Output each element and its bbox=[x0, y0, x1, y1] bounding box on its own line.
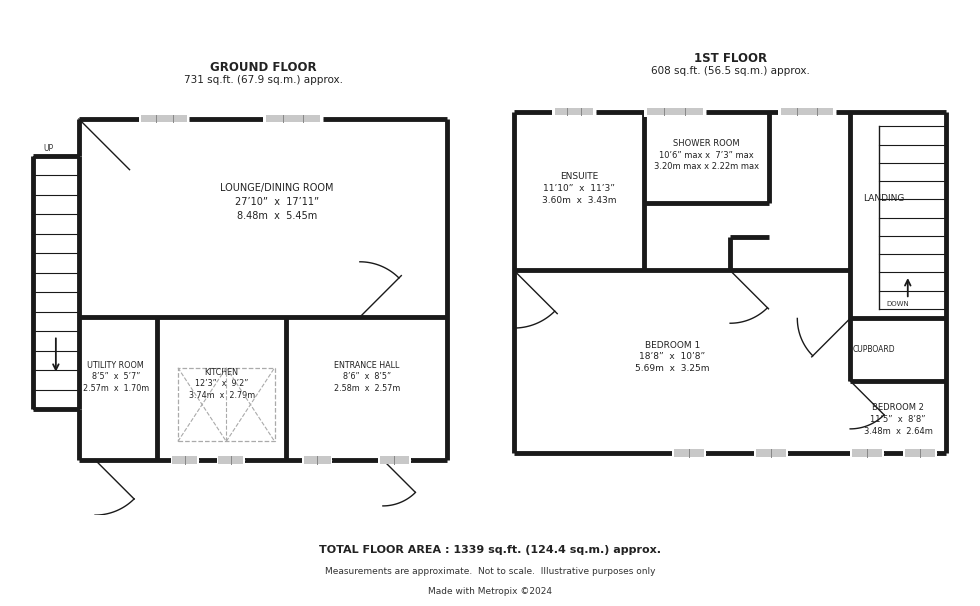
Bar bbox=[304, 456, 330, 464]
Text: 1ST FLOOR: 1ST FLOOR bbox=[694, 52, 766, 65]
Bar bbox=[781, 108, 833, 115]
Text: BEDROOM 1
18’8”  x  10’8”
5.69m  x  3.25m: BEDROOM 1 18’8” x 10’8” 5.69m x 3.25m bbox=[635, 341, 710, 373]
Text: Made with Metropix ©2024: Made with Metropix ©2024 bbox=[428, 587, 552, 596]
Bar bbox=[852, 449, 882, 457]
Bar bbox=[674, 449, 705, 457]
Bar bbox=[755, 447, 788, 459]
Bar bbox=[172, 456, 197, 464]
Text: UP: UP bbox=[43, 144, 53, 153]
Bar bbox=[672, 447, 706, 459]
Text: 731 sq.ft. (67.9 sq.m.) approx.: 731 sq.ft. (67.9 sq.m.) approx. bbox=[183, 75, 343, 85]
Text: ENTRANCE HALL
8’6”  x  8’5”
2.58m  x  2.57m: ENTRANCE HALL 8’6” x 8’5” 2.58m x 2.57m bbox=[333, 361, 400, 393]
Text: SHOWER ROOM
10’6” max x  7’3” max
3.20m max x 2.22m max: SHOWER ROOM 10’6” max x 7’3” max 3.20m m… bbox=[654, 139, 759, 171]
Bar bbox=[302, 454, 332, 465]
Bar bbox=[553, 106, 596, 117]
Bar bbox=[778, 106, 836, 117]
Bar bbox=[644, 106, 706, 117]
Bar bbox=[380, 456, 409, 464]
Text: BEDROOM 2
11’5”  x  8’8”
3.48m  x  2.64m: BEDROOM 2 11’5” x 8’8” 3.48m x 2.64m bbox=[863, 403, 933, 436]
Bar bbox=[378, 454, 411, 465]
Bar bbox=[850, 447, 884, 459]
Text: ENSUITE
11’10”  x  11’3”
3.60m  x  3.43m: ENSUITE 11’10” x 11’3” 3.60m x 3.43m bbox=[542, 173, 616, 205]
Text: DOWN: DOWN bbox=[886, 301, 908, 307]
Bar bbox=[178, 368, 274, 441]
Text: CUPBOARD: CUPBOARD bbox=[853, 345, 896, 354]
Bar bbox=[905, 449, 935, 457]
Bar bbox=[756, 449, 786, 457]
Bar bbox=[139, 113, 189, 124]
Bar bbox=[218, 454, 245, 465]
Text: KITCHEN
12’3”  x  9’2”
3.74m  x  2.79m: KITCHEN 12’3” x 9’2” 3.74m x 2.79m bbox=[188, 368, 255, 400]
Text: TOTAL FLOOR AREA : 1339 sq.ft. (124.4 sq.m.) approx.: TOTAL FLOOR AREA : 1339 sq.ft. (124.4 sq… bbox=[319, 545, 661, 556]
Bar bbox=[219, 456, 243, 464]
Bar bbox=[263, 113, 323, 124]
Text: 608 sq.ft. (56.5 sq.m.) approx.: 608 sq.ft. (56.5 sq.m.) approx. bbox=[651, 66, 809, 76]
Text: UTILITY ROOM
8’5”  x  5’7”
2.57m  x  1.70m: UTILITY ROOM 8’5” x 5’7” 2.57m x 1.70m bbox=[82, 361, 149, 393]
Text: LANDING: LANDING bbox=[863, 194, 905, 203]
Text: Measurements are approximate.  Not to scale.  Illustrative purposes only: Measurements are approximate. Not to sca… bbox=[324, 567, 656, 576]
Bar bbox=[141, 115, 187, 122]
Bar bbox=[555, 108, 594, 115]
Text: LOUNGE/DINING ROOM
27’10”  x  17’11”
8.48m  x  5.45m: LOUNGE/DINING ROOM 27’10” x 17’11” 8.48m… bbox=[220, 183, 334, 221]
Bar bbox=[903, 447, 937, 459]
Bar bbox=[647, 108, 703, 115]
Bar bbox=[267, 115, 320, 122]
Text: GROUND FLOOR: GROUND FLOOR bbox=[210, 61, 317, 75]
Bar bbox=[171, 454, 199, 465]
